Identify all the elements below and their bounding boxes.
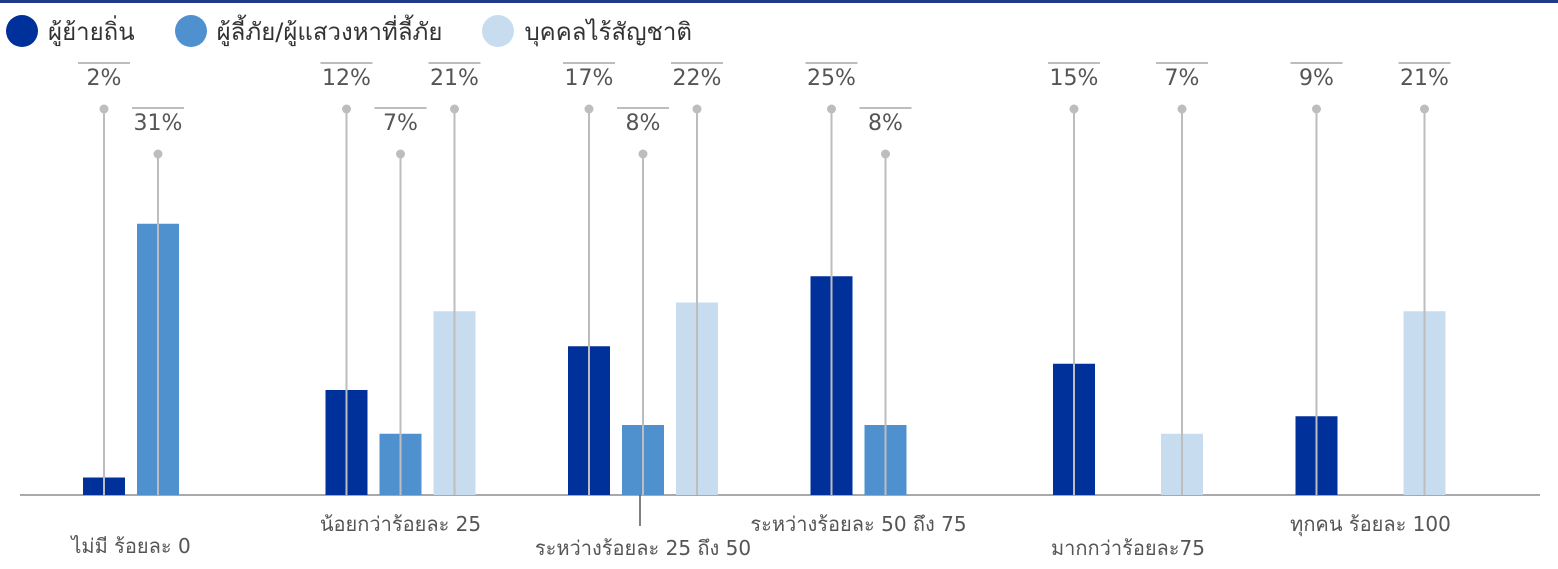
leader-dot-refugees-1 <box>396 149 405 159</box>
chart-legend: ผู้ย้ายถิ่น ผู้ลี้ภัย/ผู้แสวงหาที่ลี้ภัย… <box>6 14 732 48</box>
category-label-3: ระหว่างร้อยละ 50 ถึง 75 <box>750 512 966 536</box>
legend-label-stateless: บุคคลไร้สัญชาติ <box>524 17 692 46</box>
data-label-refugees-0: 31% <box>134 111 183 136</box>
leader-dot-stateless-2 <box>692 104 702 114</box>
leader-dot-migrants-3 <box>827 104 836 114</box>
legend-swatch-stateless <box>482 15 515 47</box>
data-label-stateless-1: 21% <box>430 66 479 91</box>
data-label-migrants-0: 2% <box>87 66 122 91</box>
leader-dot-migrants-0 <box>99 104 109 114</box>
category-label-4: มากกว่าร้อยละ75 <box>1051 536 1205 560</box>
data-label-migrants-3: 25% <box>807 66 856 91</box>
leader-dot-migrants-5 <box>1312 104 1321 114</box>
leader-dot-stateless-5 <box>1420 104 1429 114</box>
data-label-migrants-4: 15% <box>1050 66 1099 91</box>
data-label-stateless-5: 21% <box>1400 66 1449 91</box>
legend-item-refugees: ผู้ลี้ภัย/ผู้แสวงหาที่ลี้ภัย <box>174 12 443 51</box>
top-rule <box>0 0 1558 3</box>
legend-label-refugees: ผู้ลี้ภัย/ผู้แสวงหาที่ลี้ภัย <box>216 17 443 46</box>
data-label-refugees-2: 8% <box>626 111 661 136</box>
leader-dot-refugees-2 <box>638 149 648 159</box>
legend-label-migrants: ผู้ย้ายถิ่น <box>48 17 135 46</box>
leader-dot-migrants-2 <box>584 104 594 114</box>
legend-item-migrants: ผู้ย้ายถิ่น <box>6 12 135 51</box>
legend-swatch-refugees <box>174 15 207 47</box>
category-label-5: ทุกคน ร้อยละ 100 <box>1290 512 1451 537</box>
data-label-stateless-2: 22% <box>673 66 722 91</box>
leader-dot-stateless-4 <box>1177 104 1187 114</box>
category-label-1: น้อยกว่าร้อยละ 25 <box>320 512 481 536</box>
data-label-migrants-5: 9% <box>1299 66 1334 91</box>
leader-dot-stateless-1 <box>450 104 459 114</box>
data-label-refugees-3: 8% <box>868 111 903 136</box>
category-label-0: ไม่มี ร้อยละ 0 <box>69 534 190 558</box>
data-label-refugees-1: 7% <box>383 111 418 136</box>
legend-item-stateless: บุคคลไร้สัญชาติ <box>482 12 692 51</box>
leader-dot-refugees-3 <box>881 149 890 159</box>
leader-dot-migrants-1 <box>342 104 351 114</box>
data-label-migrants-2: 17% <box>565 66 614 91</box>
category-label-2: ระหว่างร้อยละ 25 ถึง 50 <box>535 536 751 560</box>
data-label-stateless-4: 7% <box>1165 66 1200 91</box>
leader-dot-refugees-0 <box>153 149 163 159</box>
data-label-migrants-1: 12% <box>322 66 371 91</box>
leader-dot-migrants-4 <box>1069 104 1079 114</box>
legend-swatch-migrants <box>6 15 38 47</box>
